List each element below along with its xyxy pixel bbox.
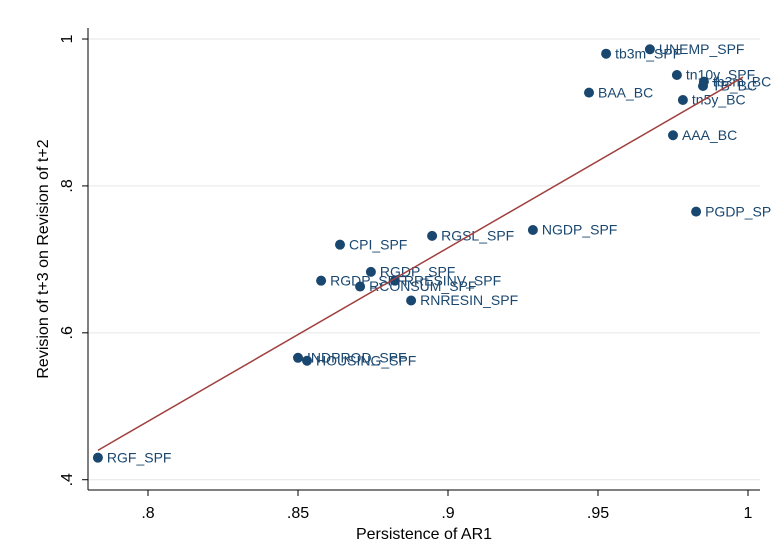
point xyxy=(316,275,327,286)
point-label: RGSL_SPF xyxy=(441,228,514,244)
point xyxy=(365,266,376,277)
x-tick-label: .8 xyxy=(141,505,154,522)
y-axis-label: Revision of t+3 on Revision of t+2 xyxy=(35,139,52,378)
point-label: BAA_BC xyxy=(598,84,653,100)
point-label: RGF_SPF xyxy=(107,449,172,465)
point-label: CPI_SPF xyxy=(349,236,407,252)
point-label: PGDP_SPF xyxy=(705,203,771,219)
x-tick-label: .85 xyxy=(287,505,309,522)
point-label: UNEMP_SPF xyxy=(659,41,745,57)
point-label: AAA_BC xyxy=(682,127,737,143)
point-label: RGDP_SPF xyxy=(330,272,405,288)
point xyxy=(668,130,678,141)
y-tick-label: .8 xyxy=(59,179,76,192)
point xyxy=(335,239,345,250)
x-tick-label: 1 xyxy=(744,505,753,522)
fit-line xyxy=(97,76,744,451)
point xyxy=(389,275,400,286)
point-label: RRESINV_SPF xyxy=(404,272,501,288)
point-label: TB_BC xyxy=(712,78,757,94)
point xyxy=(427,230,438,241)
point xyxy=(293,352,303,363)
point-label: HOUSING_SPF xyxy=(316,352,416,368)
point xyxy=(584,87,594,98)
point xyxy=(698,81,708,92)
point-label: NGDP_SPF xyxy=(542,222,617,238)
y-tick-label: 1 xyxy=(59,34,76,43)
point xyxy=(677,94,688,105)
point xyxy=(601,48,612,59)
x-tick-label: .9 xyxy=(441,505,454,522)
point-label: INDPROD_SPF xyxy=(307,349,407,365)
point xyxy=(527,224,538,235)
y-tick-label: .6 xyxy=(59,326,76,339)
point xyxy=(691,206,702,217)
point-label: tn5y_BC xyxy=(692,92,746,108)
point xyxy=(92,452,103,463)
x-axis-label: Persistence of AR1 xyxy=(356,526,492,543)
point xyxy=(355,281,366,292)
x-tick-label: .95 xyxy=(587,505,609,522)
point xyxy=(302,355,312,366)
point xyxy=(671,70,682,81)
point xyxy=(406,295,417,306)
y-tick-label: .4 xyxy=(59,473,76,486)
point xyxy=(644,44,655,55)
point-label: RNRESIN_SPF xyxy=(420,292,518,308)
